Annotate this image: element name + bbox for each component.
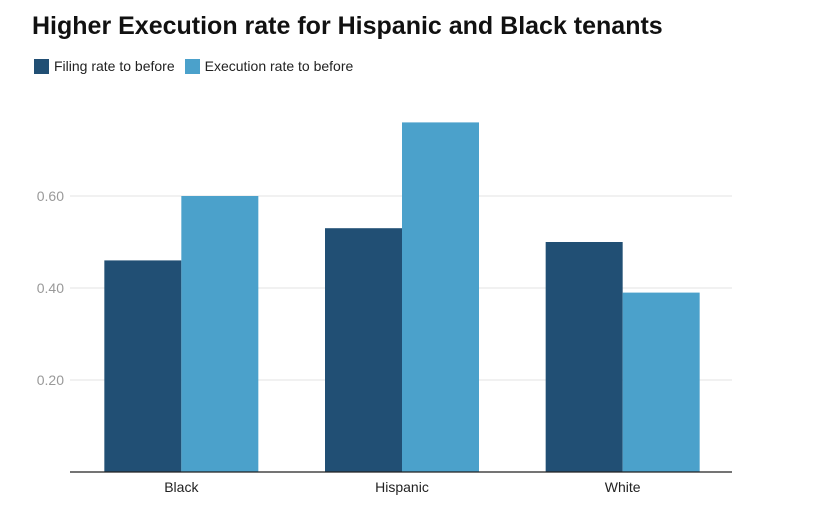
y-tick-label-2: 0.60 <box>37 188 64 204</box>
chart-title: Higher Execution rate for Hispanic and B… <box>32 12 663 40</box>
bar-black-series-0 <box>104 260 182 472</box>
y-tick-label-1: 0.40 <box>37 280 64 296</box>
legend: Filing rate to before Execution rate to … <box>34 58 363 74</box>
x-tick-label-white: White <box>605 479 641 495</box>
bar-black-series-1 <box>181 196 259 472</box>
bar-white-series-0 <box>545 242 623 472</box>
bar-white-series-1 <box>622 292 700 472</box>
legend-swatch-execution <box>184 58 200 74</box>
legend-item-filing: Filing rate to before <box>34 58 175 74</box>
legend-label-execution: Execution rate to before <box>204 58 354 74</box>
x-tick-label-hispanic: Hispanic <box>375 479 429 495</box>
bar-hispanic-series-1 <box>402 122 479 473</box>
bar-hispanic-series-0 <box>325 228 402 472</box>
legend-swatch-filing <box>34 58 49 74</box>
legend-label-filing: Filing rate to before <box>54 58 175 74</box>
legend-item-execution: Execution rate to before <box>184 58 354 74</box>
y-tick-label-0: 0.20 <box>37 372 64 388</box>
x-tick-label-black: Black <box>164 479 199 495</box>
